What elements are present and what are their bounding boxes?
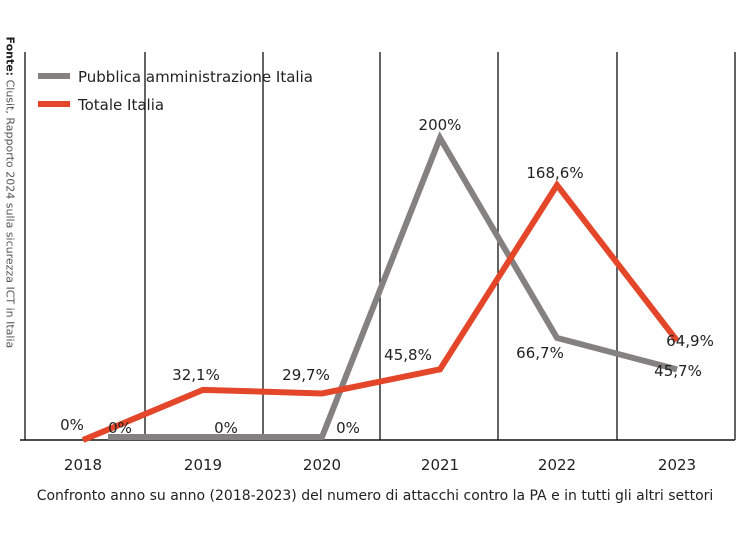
- chart-title: Confronto anno su anno (2018-2023) del n…: [37, 488, 714, 504]
- data-label: 66,7%: [516, 344, 564, 362]
- x-tick-label: 2021: [421, 456, 459, 474]
- data-label: 0%: [60, 416, 84, 434]
- data-label: 168,6%: [526, 164, 583, 182]
- x-tick-label: 2022: [538, 456, 576, 474]
- series-line-totale: [81, 179, 680, 443]
- legend-label: Pubblica amministrazione Italia: [78, 68, 313, 86]
- legend-label: Totale Italia: [77, 96, 164, 114]
- x-tick-label: 2018: [64, 456, 102, 474]
- data-label: 29,7%: [282, 366, 330, 384]
- data-label: 45,7%: [654, 362, 702, 380]
- data-label: 45,8%: [384, 346, 432, 364]
- x-tick-label: 2019: [184, 456, 222, 474]
- data-label: 0%: [336, 419, 360, 437]
- data-label: 64,9%: [666, 332, 714, 350]
- data-label: 200%: [419, 116, 462, 134]
- x-tick-label: 2020: [303, 456, 341, 474]
- data-label: 32,1%: [172, 366, 220, 384]
- x-tick-label: 2023: [658, 456, 696, 474]
- series-line-pa: [108, 131, 678, 440]
- data-label: 0%: [214, 419, 238, 437]
- data-label: 0%: [108, 419, 132, 437]
